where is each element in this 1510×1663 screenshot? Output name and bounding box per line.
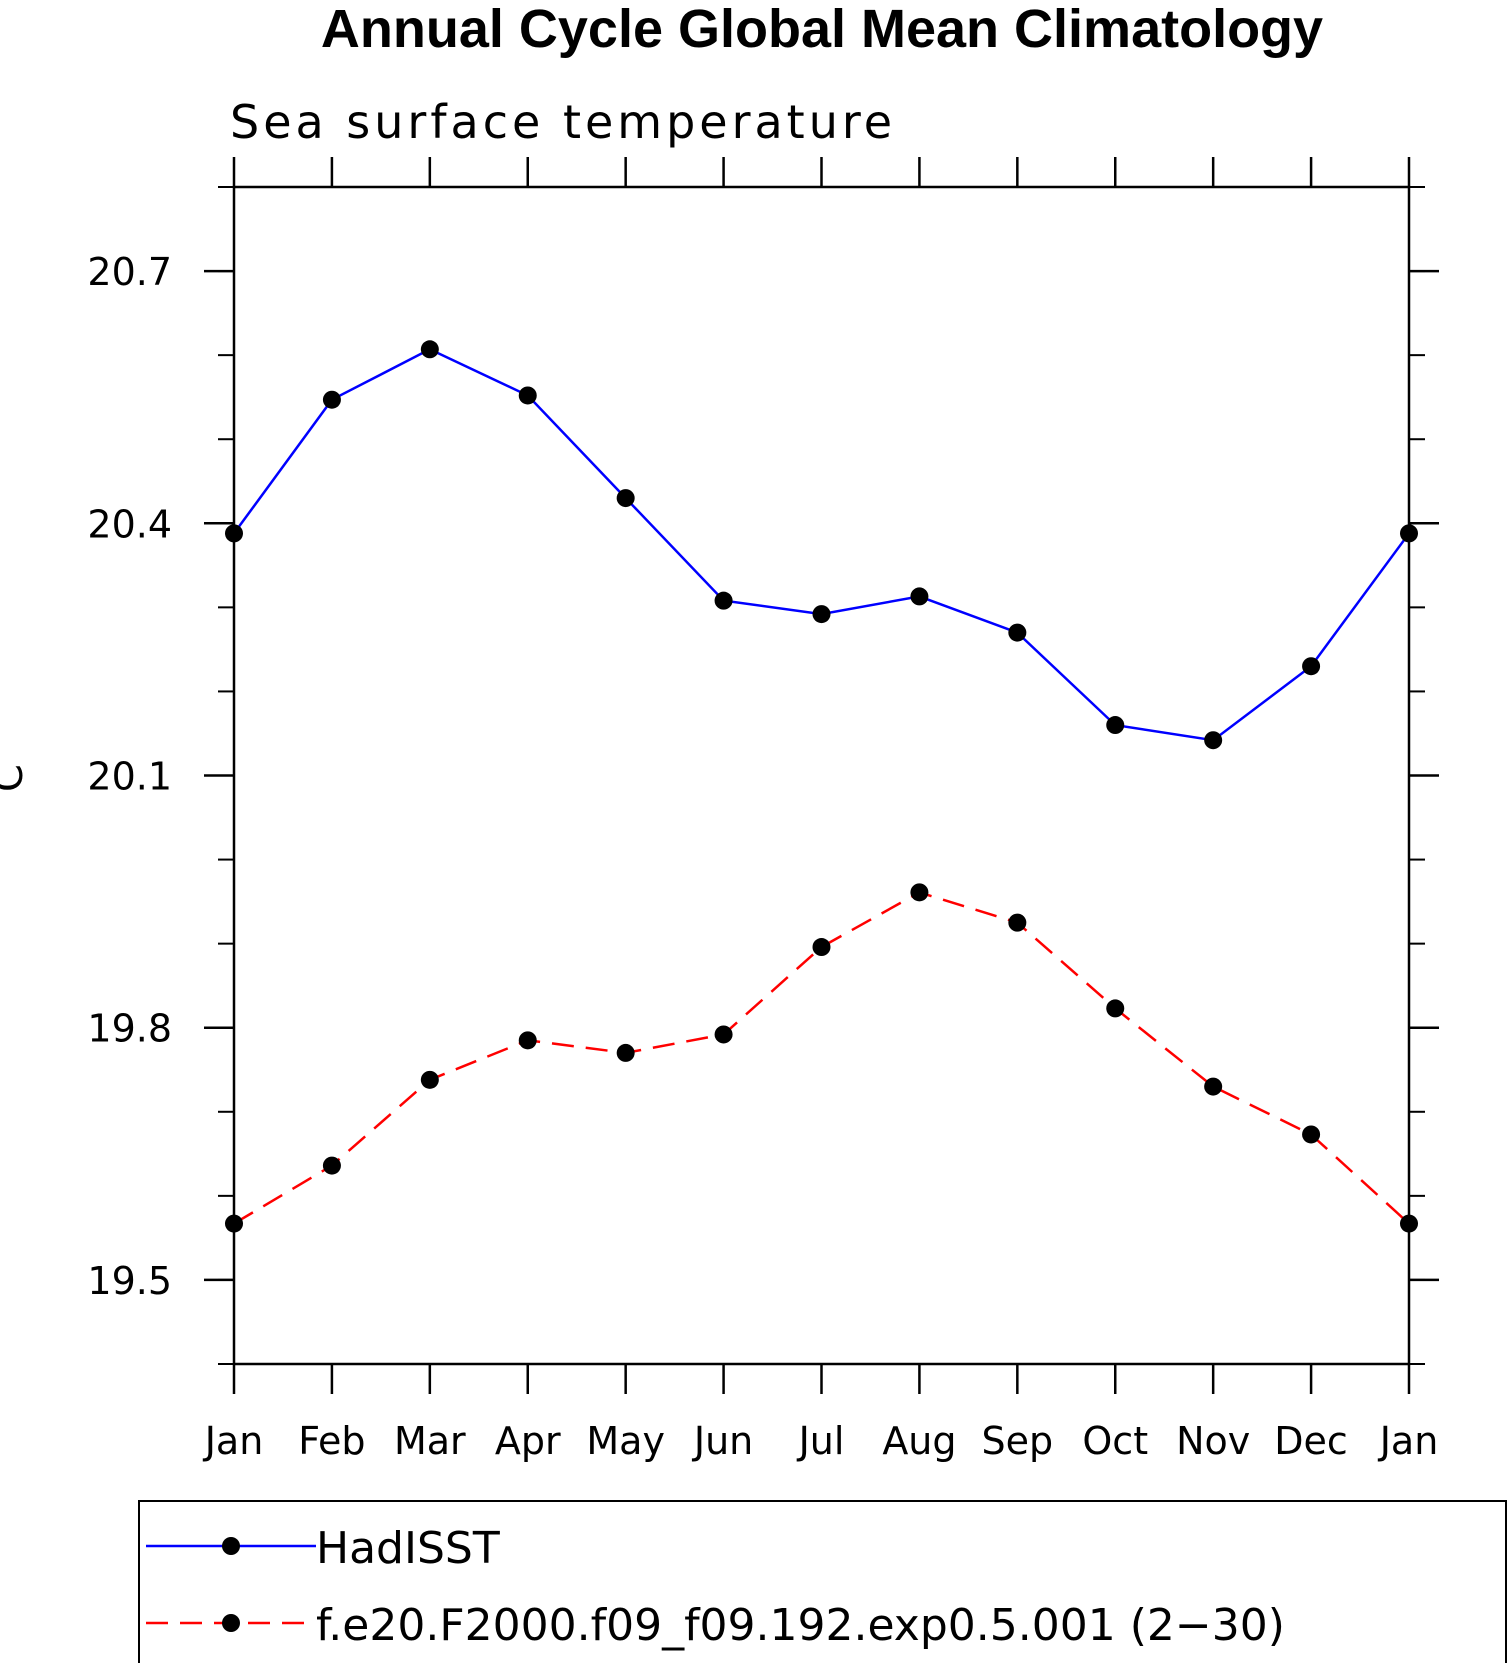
data-point-series-0 [1204, 731, 1223, 750]
data-point-series-1 [518, 1031, 537, 1050]
series-layer [225, 340, 1418, 1233]
data-point-series-1 [616, 1043, 635, 1062]
data-point-series-1 [1008, 913, 1027, 932]
x-tick-label: May [586, 1419, 665, 1463]
x-tick-label: Mar [394, 1419, 466, 1463]
y-axis-label: C [0, 764, 32, 792]
chart-title: Annual Cycle Global Mean Climatology [321, 0, 1323, 59]
data-point-series-1 [322, 1156, 341, 1175]
data-point-series-1 [1302, 1125, 1321, 1144]
data-point-series-1 [420, 1070, 439, 1089]
data-point-series-1 [225, 1214, 243, 1233]
data-point-series-1 [714, 1025, 733, 1044]
axis-ticks: Jan Feb Mar Apr May Jun Jul Aug Sep Oct Nov Dec Jan 1… [87, 157, 1439, 1463]
data-point-series-0 [616, 489, 635, 508]
data-point-series-1 [1400, 1214, 1418, 1233]
data-point-series-0 [1400, 524, 1418, 543]
data-point-series-0 [225, 524, 243, 543]
y-tick-label: 20.7 [87, 250, 172, 294]
data-point-series-0 [1106, 716, 1125, 735]
data-point-series-0 [420, 340, 439, 359]
series-line-0 [232, 347, 1411, 742]
x-tick-label: Jan [1378, 1419, 1439, 1463]
data-point-series-1 [1106, 999, 1125, 1018]
legend-box [138, 1500, 1507, 1663]
x-tick-label: Jul [797, 1419, 845, 1463]
x-tick-label: Sep [982, 1419, 1054, 1463]
data-point-series-0 [1302, 657, 1321, 676]
y-tick-label: 20.4 [87, 502, 172, 546]
legend-marker-model [222, 1614, 240, 1632]
data-point-series-0 [714, 591, 733, 610]
data-point-series-1 [910, 883, 929, 902]
y-tick-label: 20.1 [87, 755, 172, 799]
legend-label-model: f.e20.F2000.f09_f09.192.exp0.5.001 (2−30… [316, 1600, 1285, 1651]
data-point-series-0 [322, 390, 341, 409]
legend-marker-hadisst [222, 1537, 240, 1555]
legend: HadISST f.e20.F2000.f09_f09.192.exp0.5.0… [138, 1500, 1507, 1663]
x-tick-label: Dec [1274, 1419, 1348, 1463]
data-point-series-1 [1204, 1077, 1223, 1096]
y-tick-label: 19.8 [87, 1007, 172, 1051]
x-tick-label: Jan [203, 1419, 264, 1463]
data-point-series-0 [1008, 623, 1027, 642]
x-tick-label: Apr [495, 1419, 561, 1463]
plot-area-frame [232, 185, 1411, 1366]
legend-label-hadisst: HadISST [316, 1523, 500, 1574]
x-tick-label: Feb [298, 1419, 365, 1463]
chart-subtitle: Sea surface temperature [230, 95, 896, 149]
x-tick-label: Jun [692, 1419, 753, 1463]
data-point-series-0 [518, 386, 537, 405]
x-tick-label: Aug [882, 1419, 956, 1463]
x-tick-label: Oct [1082, 1419, 1148, 1463]
data-point-series-0 [910, 587, 929, 606]
data-point-series-0 [812, 605, 831, 624]
x-tick-label: Nov [1176, 1419, 1250, 1463]
data-point-series-1 [812, 938, 831, 957]
y-tick-label: 19.5 [87, 1259, 172, 1303]
